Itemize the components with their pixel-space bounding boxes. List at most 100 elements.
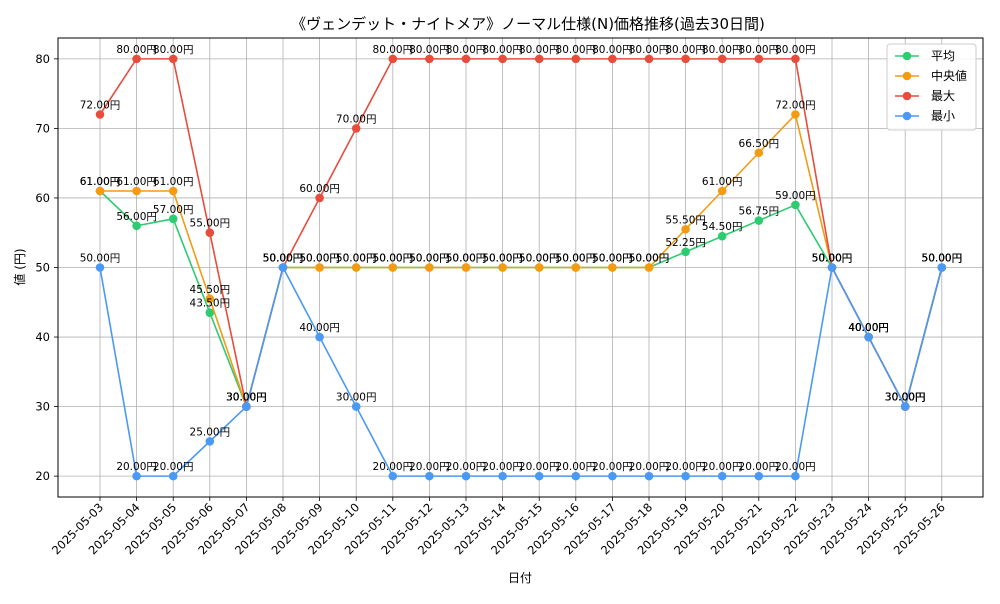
y-tick-label: 70 [35,121,50,135]
data-point [315,332,324,342]
data-label: 80.00円 [482,44,523,56]
data-label: 40.00円 [848,322,889,334]
data-label: 20.00円 [482,461,523,473]
data-label: 50.00円 [592,253,633,265]
data-label: 50.00円 [629,253,670,265]
data-point [205,308,215,318]
data-label: 20.00円 [409,461,450,473]
data-point [425,54,434,64]
data-label: 20.00円 [116,461,157,473]
data-point [791,200,800,210]
data-label: 50.00円 [812,253,853,265]
data-point [864,332,873,342]
data-label: 50.00円 [336,253,377,265]
data-label: 80.00円 [446,44,487,56]
y-tick-label: 80 [35,52,50,66]
data-label: 30.00円 [226,392,267,404]
data-point [791,110,800,119]
data-point [205,228,215,238]
data-label: 50.00円 [373,253,414,265]
data-label: 50.00円 [812,253,853,265]
x-axis-label: 日付 [508,571,532,585]
data-label: 55.00円 [190,218,231,230]
data-point [644,54,654,64]
data-label: 52.25円 [665,237,706,249]
data-label: 30.00円 [885,392,926,404]
data-label: 30.00円 [226,392,267,404]
data-label: 50.00円 [80,253,121,265]
y-axis-ticks: 20 30 40 50 60 70 80 [35,52,58,483]
data-label: 80.00円 [409,44,450,56]
data-label: 43.50円 [190,298,231,310]
data-label: 30.00円 [226,392,267,404]
data-label: 61.00円 [80,176,121,188]
data-label: 61.00円 [702,176,743,188]
data-label: 20.00円 [153,461,194,473]
y-tick-label: 30 [35,400,50,414]
data-point [95,186,105,196]
data-label: 80.00円 [153,44,194,56]
data-point [791,471,800,481]
legend-item: 最大 [895,89,955,103]
data-point [315,263,324,272]
data-point [571,471,581,481]
legend-marker [902,91,912,101]
data-label: 50.00円 [263,253,304,265]
data-label: 72.00円 [775,100,816,112]
legend-marker [902,51,912,61]
data-label: 40.00円 [848,322,889,334]
data-label: 20.00円 [556,461,597,473]
series-line [99,58,943,409]
data-label: 50.00円 [922,253,963,265]
data-label: 30.00円 [885,392,926,404]
data-point [754,216,764,225]
data-point [681,54,690,64]
data-label: 60.00円 [299,183,340,195]
data-point [132,471,141,481]
data-point [461,54,471,64]
data-label: 50.00円 [373,253,414,265]
data-point [754,148,764,158]
data-point [534,263,544,272]
data-label: 20.00円 [519,461,560,473]
data-label: 66.50円 [739,138,780,150]
data-point [388,263,398,272]
data-label: 70.00円 [336,113,377,125]
data-label: 56.75円 [739,206,780,218]
data-point [681,224,690,234]
data-label: 25.00円 [190,426,231,438]
data-label: 80.00円 [702,44,743,56]
data-label: 55.50円 [665,214,706,226]
data-point [242,402,251,411]
data-label: 56.00円 [116,211,157,223]
legend-box [886,43,977,131]
data-point [754,471,764,481]
data-point [754,54,764,64]
data-point [205,437,215,446]
legend-label: 最大 [931,89,955,103]
data-point [937,263,947,272]
data-label: 80.00円 [665,44,706,56]
legend-label: 平均 [931,49,955,63]
data-label: 80.00円 [373,44,414,56]
data-point [388,54,398,64]
data-point [425,263,434,272]
data-label: 50.00円 [812,253,853,265]
data-label: 40.00円 [299,322,340,334]
data-label: 61.00円 [80,176,121,188]
data-point [681,247,690,257]
data-point [95,110,105,119]
data-label: 50.00円 [482,253,523,265]
data-label: 50.00円 [263,253,304,265]
data-label: 72.00円 [80,100,121,112]
data-label: 80.00円 [592,44,633,56]
data-point [717,471,727,481]
data-point [791,54,800,64]
data-label: 20.00円 [373,461,414,473]
data-label: 54.50円 [702,221,743,233]
data-point [571,54,581,64]
data-label: 40.00円 [848,322,889,334]
data-point [498,263,507,272]
series-layer [95,54,947,481]
